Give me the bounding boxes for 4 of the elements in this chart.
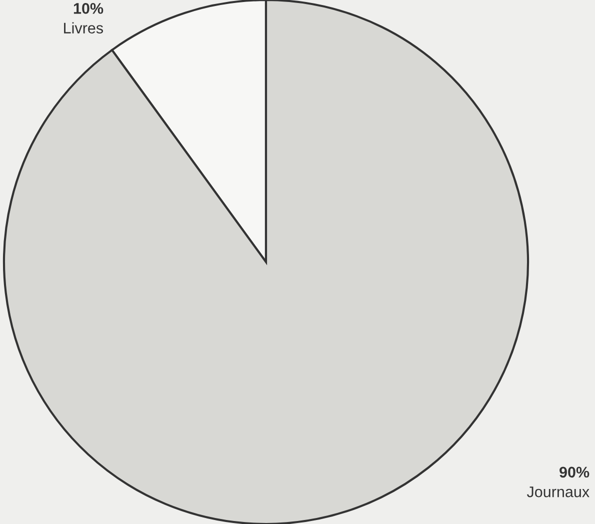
- slice-label: Livres: [64, 22, 104, 34]
- data-label: 90%: [560, 466, 590, 478]
- data-label: 10%: [74, 3, 104, 14]
- slice-label: Journaux: [526, 486, 590, 498]
